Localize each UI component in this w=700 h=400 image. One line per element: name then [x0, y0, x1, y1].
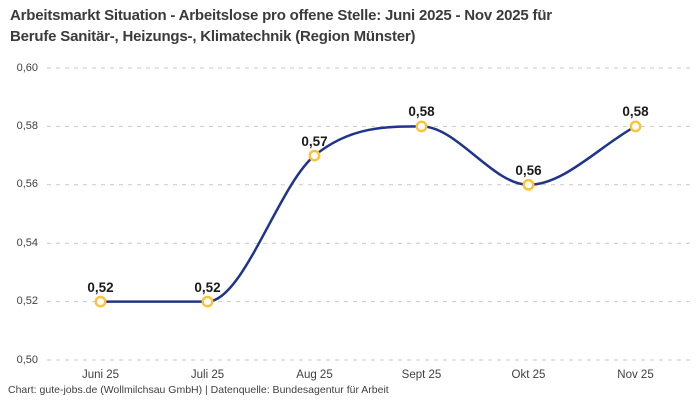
x-axis-tick-label: Juli 25	[190, 369, 225, 381]
data-point-value-label: 0,57	[301, 133, 328, 149]
chart-title: Arbeitsmarkt Situation - Arbeitslose pro…	[10, 5, 670, 47]
y-axis-tick-label: 0,60	[16, 61, 38, 74]
chart-title-line1: Arbeitsmarkt Situation - Arbeitslose pro…	[10, 7, 552, 24]
y-axis-tick-label: 0,54	[16, 236, 38, 249]
data-point-marker[interactable]	[522, 178, 535, 191]
data-point-value-label: 0,58	[408, 104, 435, 120]
x-axis-tick-label: Okt 25	[511, 369, 546, 381]
data-point-value-label: 0,52	[194, 279, 221, 295]
data-point-marker[interactable]	[94, 295, 107, 308]
series-line	[100, 125, 637, 303]
y-axis-tick-label: 0,58	[16, 119, 38, 132]
chart-title-line2: Berufe Sanitär-, Heizungs-, Klimatechnik…	[10, 28, 416, 45]
y-axis-tick-label: 0,56	[16, 178, 38, 191]
data-point-value-label: 0,56	[515, 162, 542, 178]
y-axis-tick-label: 0,50	[16, 353, 38, 366]
data-point-marker[interactable]	[415, 120, 428, 133]
x-axis-tick-label: Juni 25	[81, 369, 120, 381]
x-axis-tick-label: Sept 25	[401, 369, 442, 381]
data-point-marker[interactable]	[629, 120, 642, 133]
data-point-value-label: 0,58	[622, 104, 649, 120]
data-point-marker[interactable]	[308, 149, 321, 162]
data-point-marker[interactable]	[201, 295, 214, 308]
x-axis-tick-label: Aug 25	[296, 369, 333, 381]
x-axis-tick-label: Nov 25	[617, 369, 654, 381]
data-point-value-label: 0,52	[87, 279, 114, 295]
chart-credit: Chart: gute-jobs.de (Wollmilchsau GmbH) …	[8, 384, 389, 396]
y-axis-tick-label: 0,52	[16, 295, 38, 308]
